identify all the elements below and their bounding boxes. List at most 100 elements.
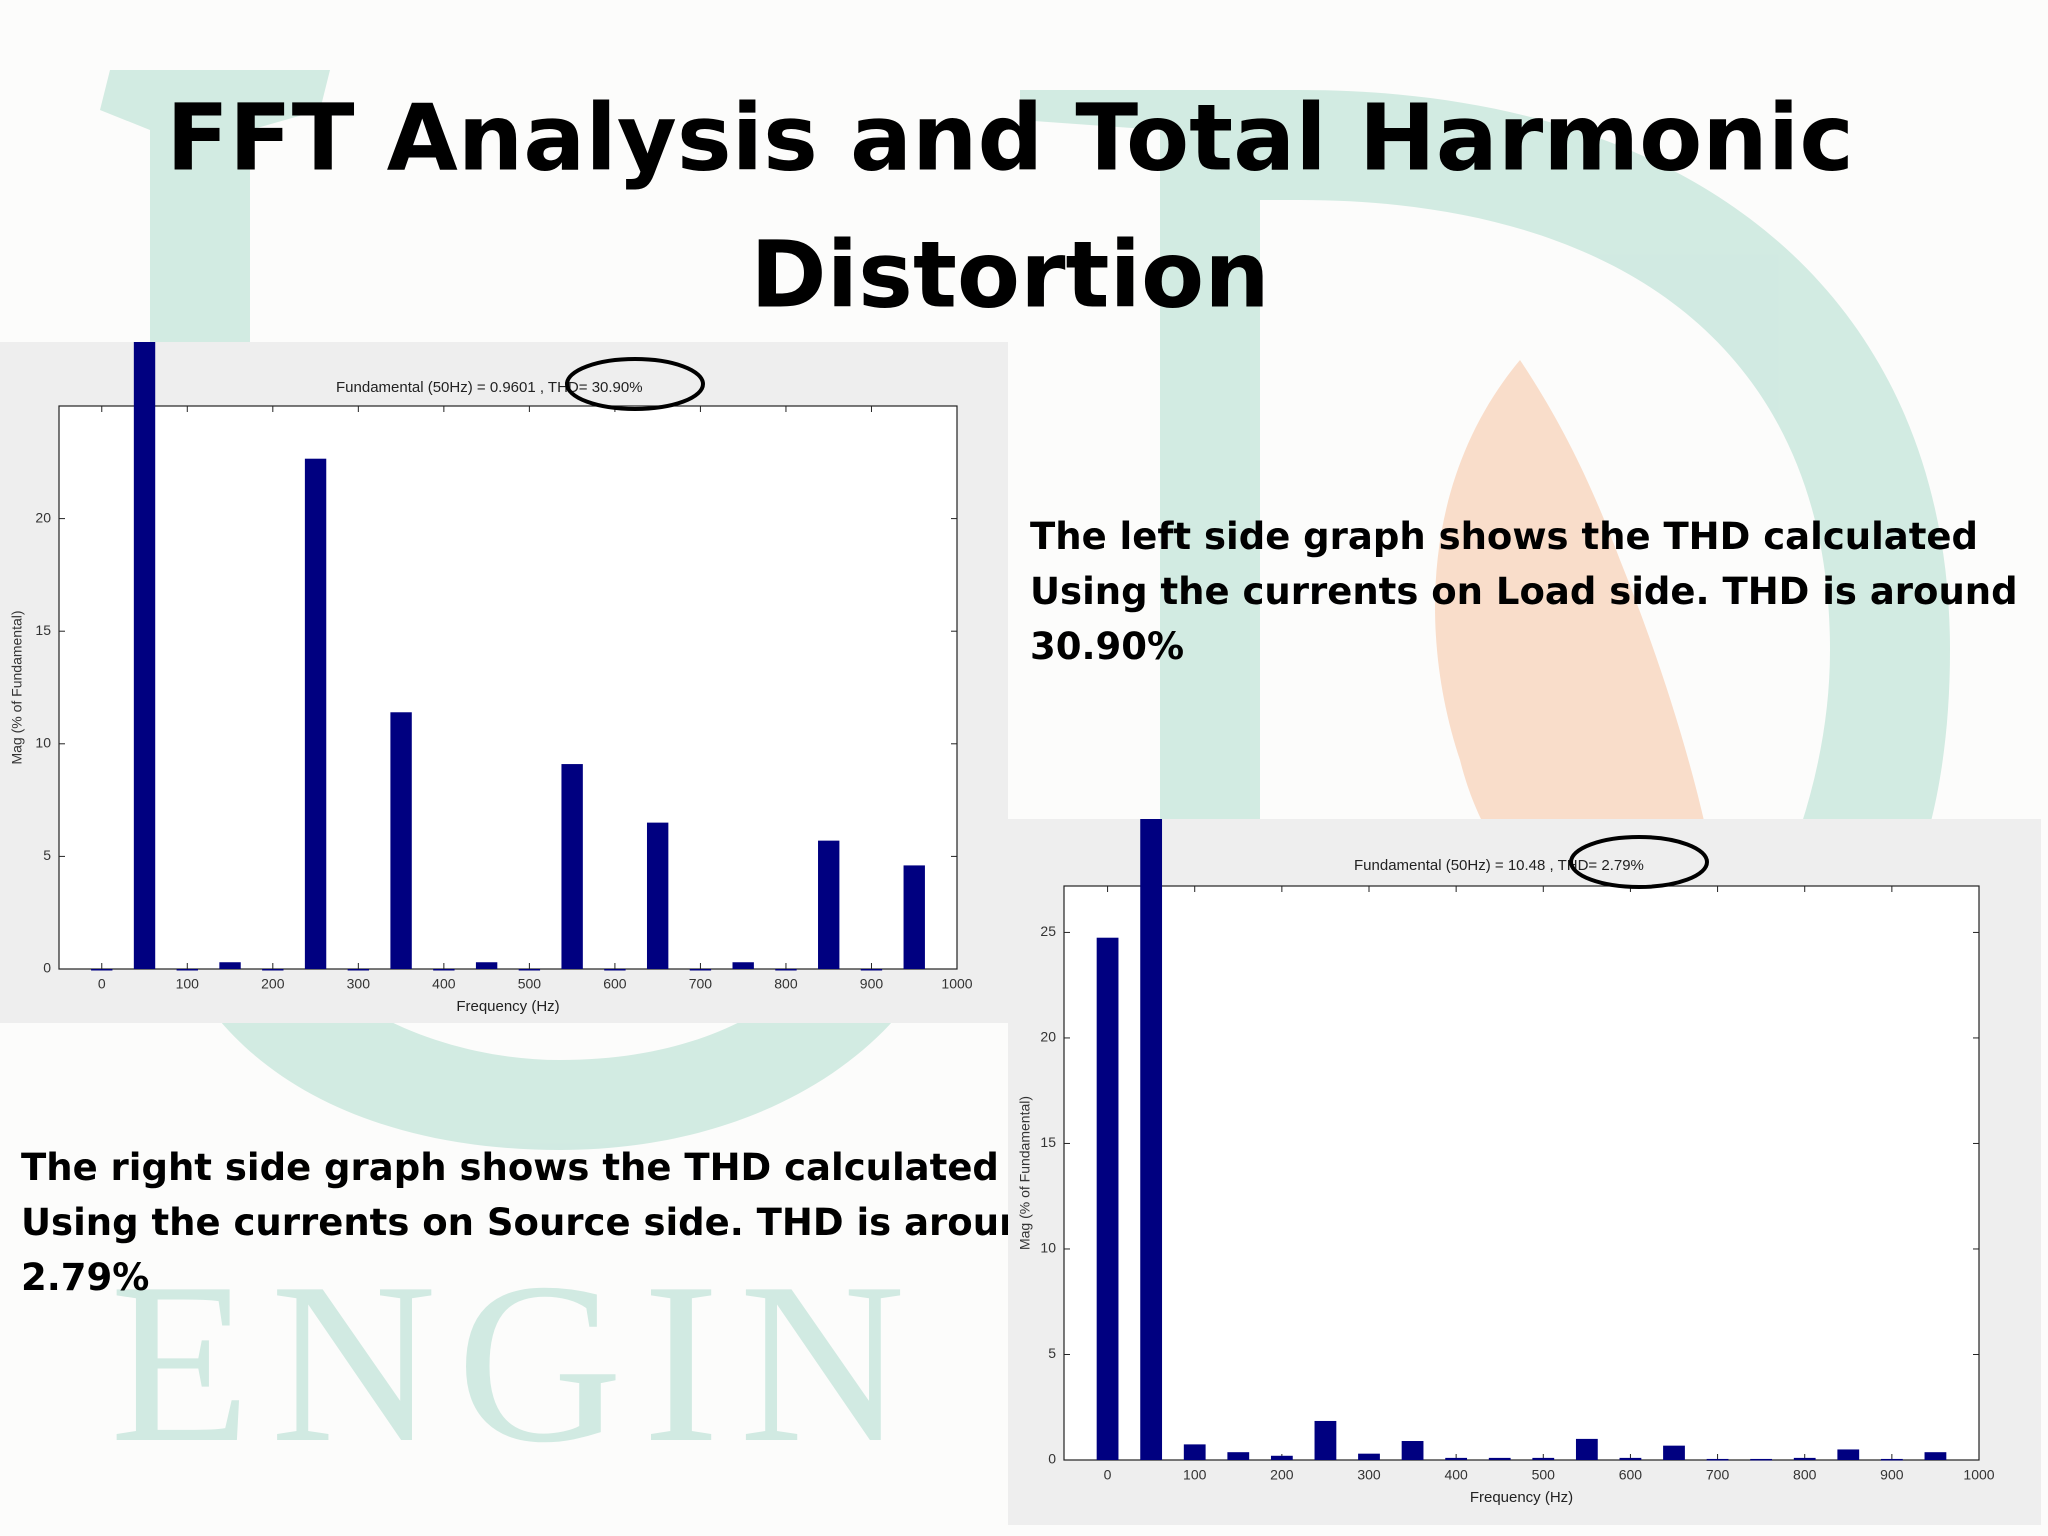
bar xyxy=(1837,1449,1860,1460)
x-tick-label: 100 xyxy=(1183,1467,1207,1483)
chart-title: Fundamental (50Hz) = 10.48 , THD= 2.79% xyxy=(1354,857,1644,874)
bar xyxy=(1401,1441,1424,1460)
bar xyxy=(561,764,583,969)
bar xyxy=(1445,1457,1468,1460)
note-line: 2.79% xyxy=(21,1256,149,1299)
note-line: The left side graph shows the THD calcul… xyxy=(1030,515,1978,558)
x-tick-label: 0 xyxy=(1104,1467,1112,1483)
bar xyxy=(1575,1438,1598,1460)
y-tick-label: 25 xyxy=(1040,923,1056,939)
bar xyxy=(1314,1420,1337,1460)
y-tick-label: 20 xyxy=(35,509,51,525)
bar xyxy=(1358,1453,1380,1460)
x-tick-label: 700 xyxy=(689,976,713,992)
bar xyxy=(818,840,840,969)
highlight-ellipse xyxy=(565,357,705,411)
x-tick-label: 900 xyxy=(1880,1467,1904,1483)
watermark: ENGIN xyxy=(100,70,1950,1490)
note-line: The right side graph shows the THD calcu… xyxy=(21,1146,999,1189)
y-tick-label: 15 xyxy=(35,622,51,638)
y-tick-label: 0 xyxy=(43,960,51,976)
y-tick-label: 15 xyxy=(1040,1134,1056,1150)
plot-area xyxy=(58,405,958,970)
highlight-ellipse xyxy=(1569,835,1709,889)
x-tick-label: 1000 xyxy=(1963,1467,1994,1483)
bar xyxy=(689,969,712,971)
watermark-flame xyxy=(1435,360,1720,900)
bar xyxy=(1183,1444,1206,1460)
bar xyxy=(1663,1445,1685,1460)
note-line: 30.90% xyxy=(1030,625,1184,668)
y-tick-label: 10 xyxy=(35,735,51,751)
bar xyxy=(1270,1455,1293,1460)
bar xyxy=(1227,1452,1250,1460)
bar xyxy=(1924,1452,1947,1460)
plot-area xyxy=(1063,885,1980,1461)
note-line: Using the currents on Source side. THD i… xyxy=(21,1201,1052,1244)
x-tick-label: 600 xyxy=(603,976,627,992)
bar xyxy=(1488,1457,1511,1460)
watermark-u xyxy=(100,70,960,1150)
y-tick-label: 20 xyxy=(1040,1029,1056,1045)
bar xyxy=(646,822,669,969)
bar xyxy=(903,865,925,969)
y-tick-label: 10 xyxy=(1040,1240,1056,1256)
x-tick-label: 100 xyxy=(176,976,200,992)
x-tick-label: 600 xyxy=(1619,1467,1643,1483)
note-line: Using the currents on Load side. THD is … xyxy=(1030,570,2018,613)
x-tick-label: 300 xyxy=(1357,1467,1381,1483)
figure: 0 5 10 15 20 25 0 100 200 300 400 500 600 700 800 900 10… xyxy=(1008,819,2041,1525)
bar xyxy=(1793,1457,1816,1460)
bar xyxy=(860,969,883,971)
x-tick-label: 700 xyxy=(1706,1467,1730,1483)
x-tick-label: 500 xyxy=(1532,1467,1556,1483)
y-axis-label: Mag (% of Fundamental) xyxy=(9,610,25,764)
slide-title: Distortion xyxy=(750,221,1269,328)
x-axis-label: Frequency (Hz) xyxy=(456,998,559,1015)
bar xyxy=(176,969,198,971)
y-tick-label: 5 xyxy=(1048,1345,1056,1361)
y-axis-label: Mag (% of Fundamental) xyxy=(1017,1096,1033,1250)
watermark-d xyxy=(1020,90,1950,1020)
x-tick-label: 0 xyxy=(98,976,106,992)
bar xyxy=(304,458,327,969)
bar xyxy=(732,962,754,969)
bar xyxy=(1096,937,1119,1460)
bar xyxy=(775,969,797,971)
x-tick-label: 800 xyxy=(774,976,798,992)
y-tick-label: 5 xyxy=(43,847,51,863)
bar xyxy=(91,969,113,971)
x-tick-label: 400 xyxy=(1444,1467,1468,1483)
bar xyxy=(262,969,284,971)
x-tick-label: 500 xyxy=(518,976,542,992)
bar xyxy=(433,969,455,971)
bar xyxy=(475,962,498,969)
slide-title: FFT Analysis and Total Harmonic xyxy=(166,84,1854,191)
x-tick-label: 800 xyxy=(1793,1467,1817,1483)
bar xyxy=(219,962,241,969)
y-tick-label: 0 xyxy=(1048,1451,1056,1467)
bar xyxy=(1532,1457,1555,1460)
bar xyxy=(1750,1458,1773,1461)
bar xyxy=(1619,1457,1642,1460)
bar xyxy=(518,969,541,971)
bar xyxy=(390,712,412,969)
bar xyxy=(1140,819,1163,1461)
x-tick-label: 200 xyxy=(1270,1467,1294,1483)
x-tick-label: 900 xyxy=(860,976,884,992)
bar xyxy=(1880,1458,1903,1461)
bar xyxy=(133,342,156,969)
x-axis-label: Frequency (Hz) xyxy=(1470,1489,1573,1506)
bar xyxy=(604,969,626,971)
bar xyxy=(347,969,370,971)
chart-title: Fundamental (50Hz) = 0.9601 , THD= 30.90… xyxy=(336,379,643,396)
x-tick-label: 300 xyxy=(347,976,371,992)
watermark-text: ENGIN xyxy=(110,1235,925,1490)
bar xyxy=(1706,1458,1729,1461)
x-tick-label: 400 xyxy=(432,976,456,992)
x-tick-label: 200 xyxy=(261,976,285,992)
x-tick-label: 1000 xyxy=(941,976,972,992)
